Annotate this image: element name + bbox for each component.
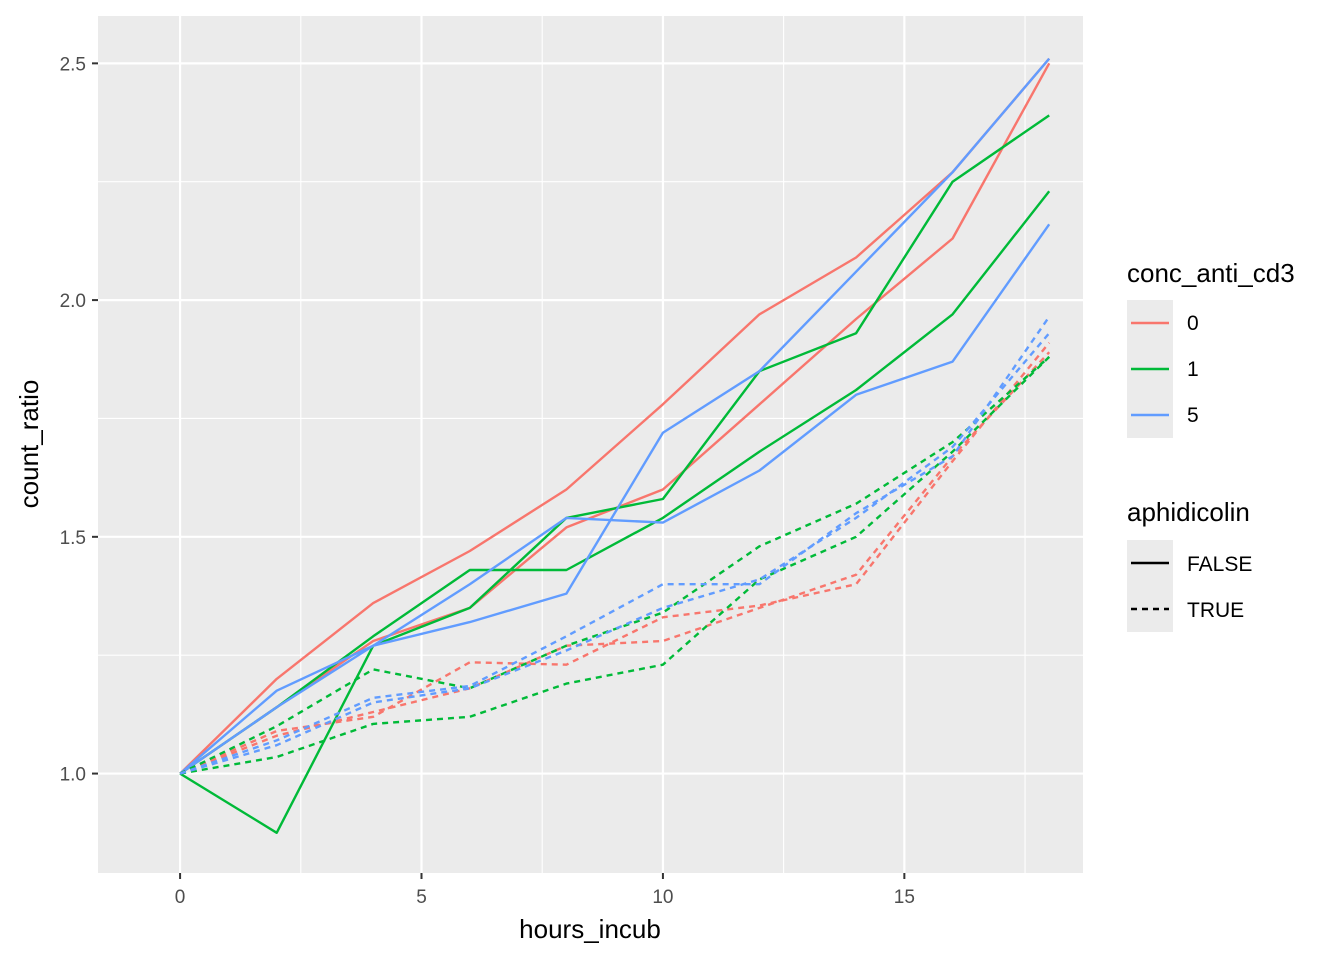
major-gridlines bbox=[98, 16, 1083, 873]
legend-label-5: 5 bbox=[1187, 404, 1199, 427]
series-line-cd3-5-aphidicolin-false bbox=[179, 57, 1051, 775]
x-tick-label: 0 bbox=[175, 887, 186, 908]
y-axis-title: count_ratio bbox=[14, 380, 44, 509]
y-tick-label: 2.5 bbox=[60, 54, 86, 75]
x-axis-ticks: 0 5 10 15 bbox=[175, 873, 915, 908]
x-tick-label: 10 bbox=[652, 887, 673, 908]
x-axis-title: hours_incub bbox=[519, 914, 661, 944]
series-line-cd3-0-aphidicolin-true bbox=[179, 341, 1051, 775]
legend-title-color: conc_anti_cd3 bbox=[1127, 258, 1295, 288]
series-line-cd3-5-aphidicolin-true bbox=[179, 316, 1051, 775]
series-line-cd3-0-aphidicolin-true bbox=[179, 351, 1051, 775]
series-line-cd3-5-aphidicolin-false bbox=[179, 223, 1051, 775]
y-tick-label: 1.0 bbox=[60, 765, 86, 786]
plot-panel bbox=[98, 16, 1083, 873]
y-tick-label: 1.5 bbox=[60, 528, 86, 549]
series-line-cd3-1-aphidicolin-false bbox=[179, 190, 1051, 775]
series-line-cd3-0-aphidicolin-false bbox=[179, 57, 1051, 775]
legend-linetype-key-background bbox=[1127, 540, 1173, 632]
legend-linetype: aphidicolin FALSE TRUE bbox=[1127, 497, 1252, 632]
legend-title-linetype: aphidicolin bbox=[1127, 497, 1250, 527]
series-line-cd3-1-aphidicolin-false bbox=[179, 114, 1050, 834]
minor-gridlines bbox=[98, 16, 1083, 873]
y-tick-label: 2.0 bbox=[60, 291, 86, 312]
x-tick-label: 5 bbox=[416, 887, 427, 908]
legend-color: conc_anti_cd3 0 1 5 bbox=[1127, 258, 1295, 438]
legend-label-false: FALSE bbox=[1187, 553, 1252, 576]
legend-label-1: 1 bbox=[1187, 358, 1199, 381]
series-lines bbox=[179, 57, 1051, 834]
series-line-cd3-1-aphidicolin-true bbox=[179, 356, 1050, 775]
legend-label-0: 0 bbox=[1187, 312, 1199, 335]
x-tick-label: 15 bbox=[894, 887, 915, 908]
y-axis-ticks: 1.0 1.5 2.0 2.5 bbox=[60, 54, 98, 786]
legend-label-true: TRUE bbox=[1187, 599, 1244, 622]
series-line-cd3-1-aphidicolin-true bbox=[179, 356, 1051, 775]
